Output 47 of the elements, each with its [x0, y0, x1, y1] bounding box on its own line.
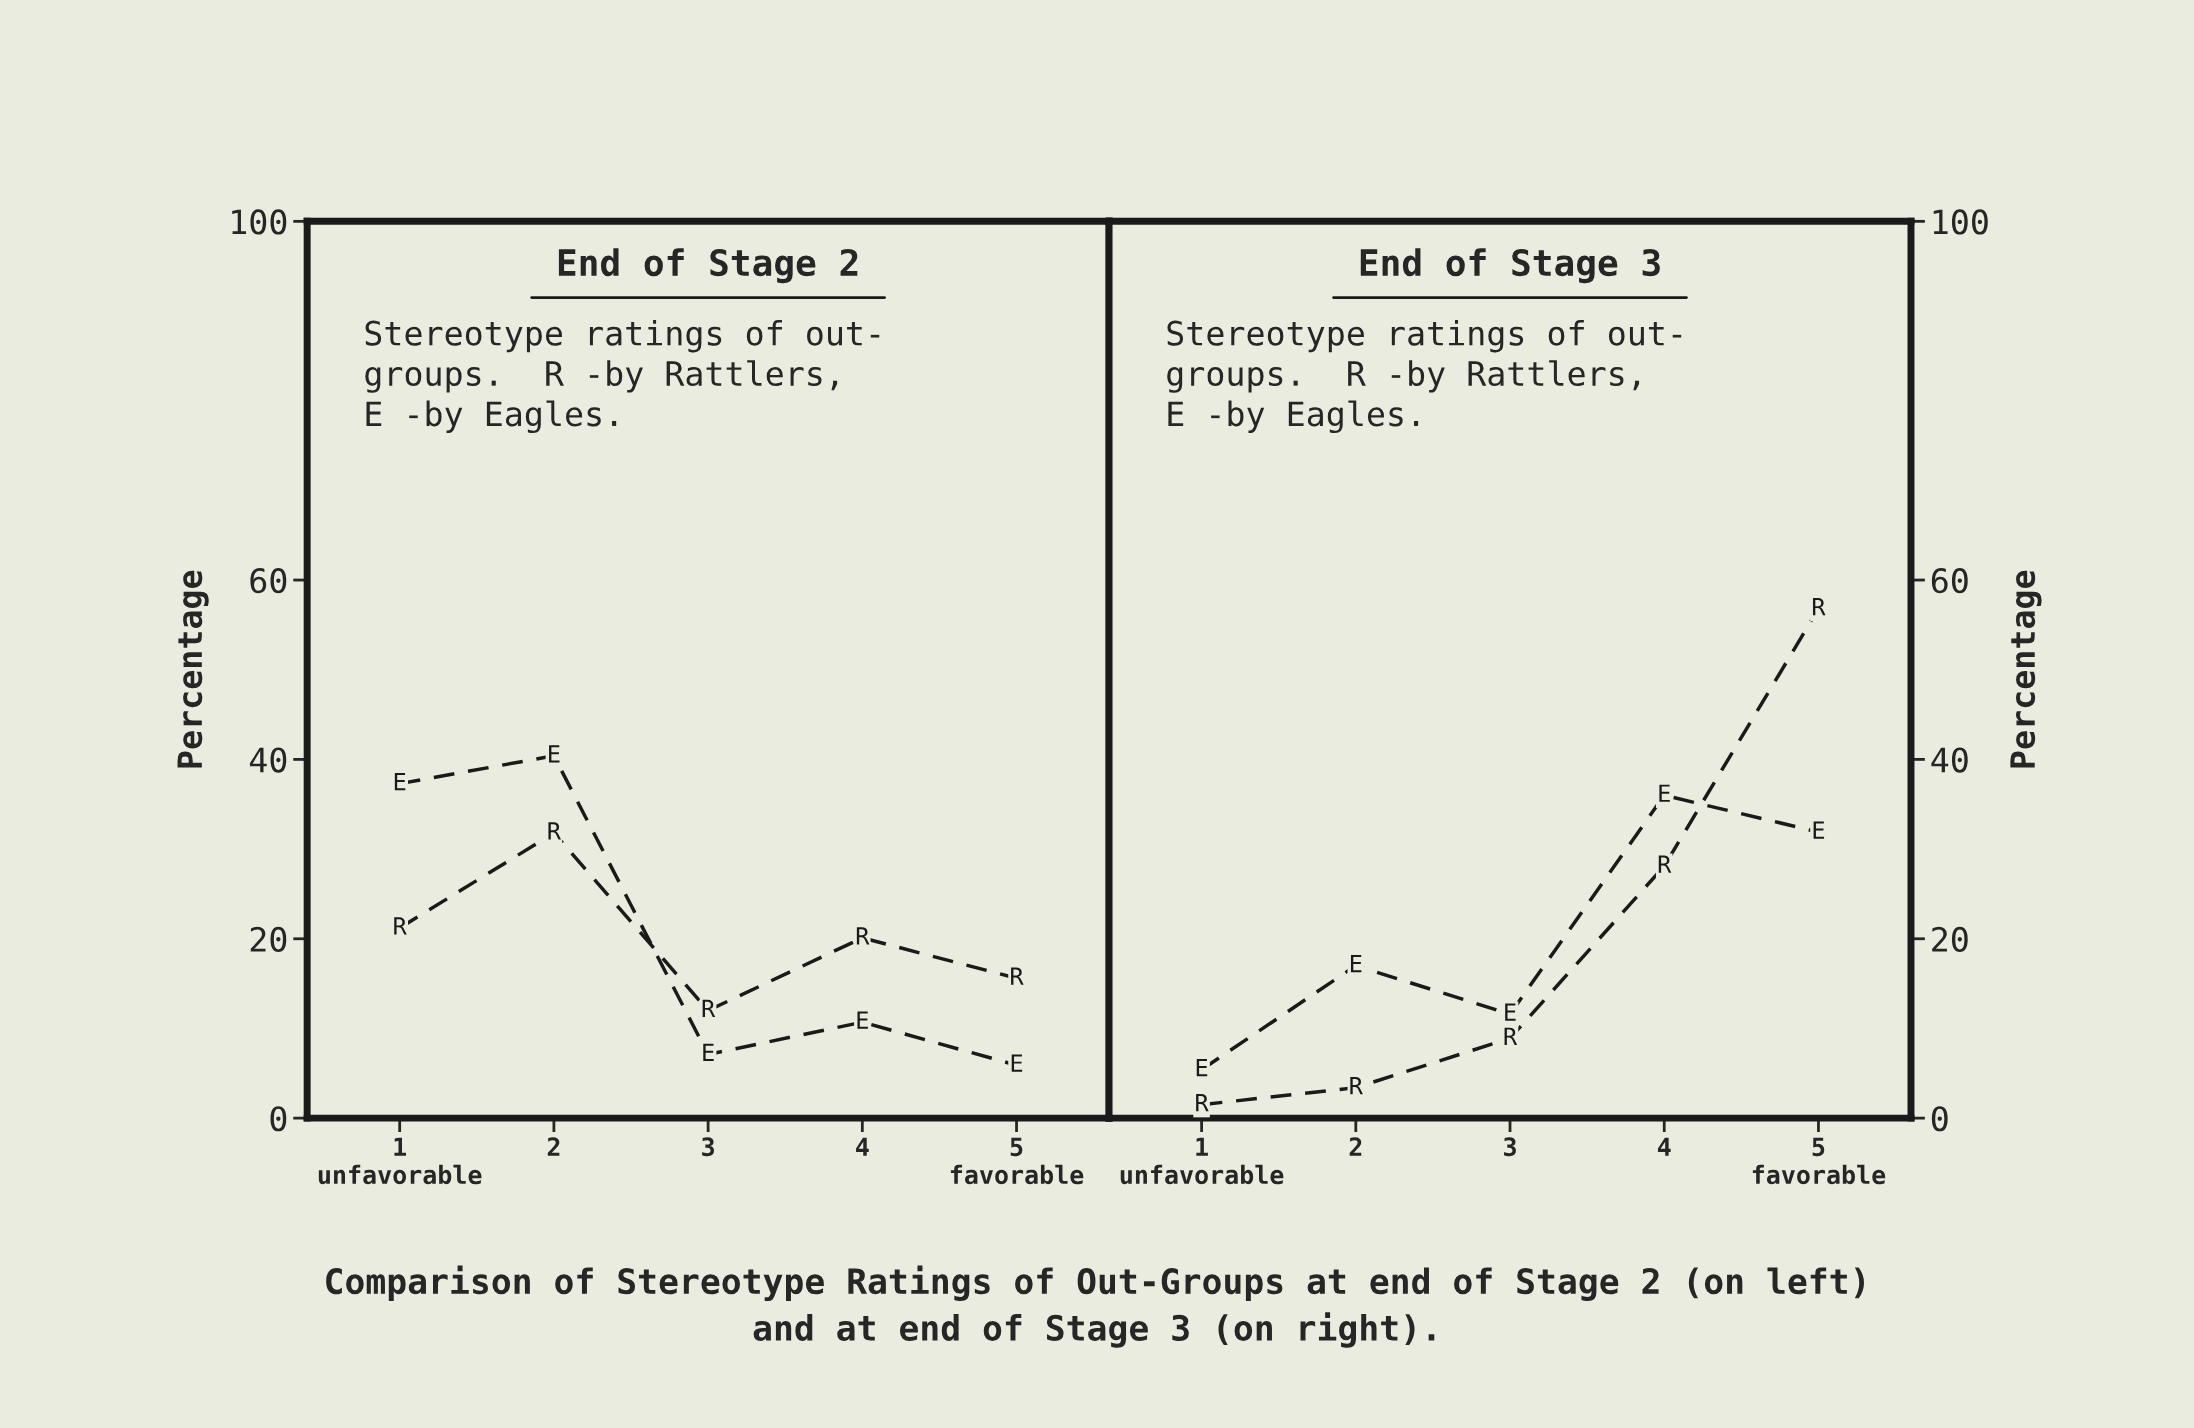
text: R [702, 999, 716, 1018]
x-tick-label: 5 favorable [1752, 1137, 1886, 1185]
text: E [1350, 955, 1362, 973]
text: R [1812, 598, 1826, 616]
x-tick-label: 1 unfavorable [318, 1137, 482, 1185]
series-label: R [1350, 1077, 1363, 1095]
text: Comparison of Stereotype Ratings of Out-Groups at end of Stage 2 (on left) and at end of Stage 3 (on right). [326, 1265, 1864, 1348]
annotation: Stereotype ratings of out- groups. R -by Rattlers, E -by Eagles. [365, 319, 880, 434]
text: R [548, 822, 562, 840]
y-axis-title: Percentage [177, 570, 209, 768]
y-tick-label: 20 [250, 926, 287, 952]
x-tick-label: 4 [856, 1137, 869, 1156]
text: R [1196, 1094, 1209, 1112]
x-tick-label: 2 [547, 1137, 560, 1156]
x-tick-label: 5 favorable [950, 1137, 1084, 1185]
text: E [1011, 1054, 1023, 1072]
x-tick-label: 2 [1349, 1137, 1362, 1156]
x-tick-label: 1 unfavorable [1120, 1137, 1284, 1185]
series-label: E [703, 1043, 714, 1062]
y-tick-label: 60 [1931, 568, 1968, 594]
y-tick-label: 100 [232, 209, 287, 235]
text: R [394, 917, 407, 935]
y-tick-label: 0 [270, 1106, 287, 1132]
text: R [1658, 855, 1672, 873]
text: End of Stage 3 [1360, 248, 1660, 284]
text: E [394, 772, 406, 791]
text: E [1505, 1003, 1516, 1021]
series-label: E [1659, 784, 1670, 802]
annotation: Stereotype ratings of out- groups. R -by Rattlers, E -by Eagles. [1167, 319, 1682, 434]
y-tick-label: 0 [1931, 1106, 1948, 1132]
x-tick-label: 3 [1504, 1137, 1516, 1157]
text: E [857, 1011, 868, 1029]
y-axis-title: Percentage [2010, 570, 2042, 768]
y-tick-label: 40 [249, 747, 287, 773]
text: R [1504, 1027, 1518, 1045]
x-tick-label: 3 [702, 1137, 715, 1157]
y-tick-label: 100 [1933, 209, 1988, 235]
y-tick-label: 60 [250, 568, 287, 594]
text: R [856, 927, 870, 945]
y-tick-label: 40 [1931, 747, 1968, 773]
series-label: R [1011, 967, 1024, 985]
x-tick-label: 4 [1657, 1137, 1671, 1156]
text: End of Stage 2 [558, 248, 858, 284]
text: E [549, 745, 560, 763]
y-tick-label: 20 [1932, 926, 1968, 952]
text: E [1813, 821, 1825, 839]
text: E [1196, 1059, 1208, 1077]
